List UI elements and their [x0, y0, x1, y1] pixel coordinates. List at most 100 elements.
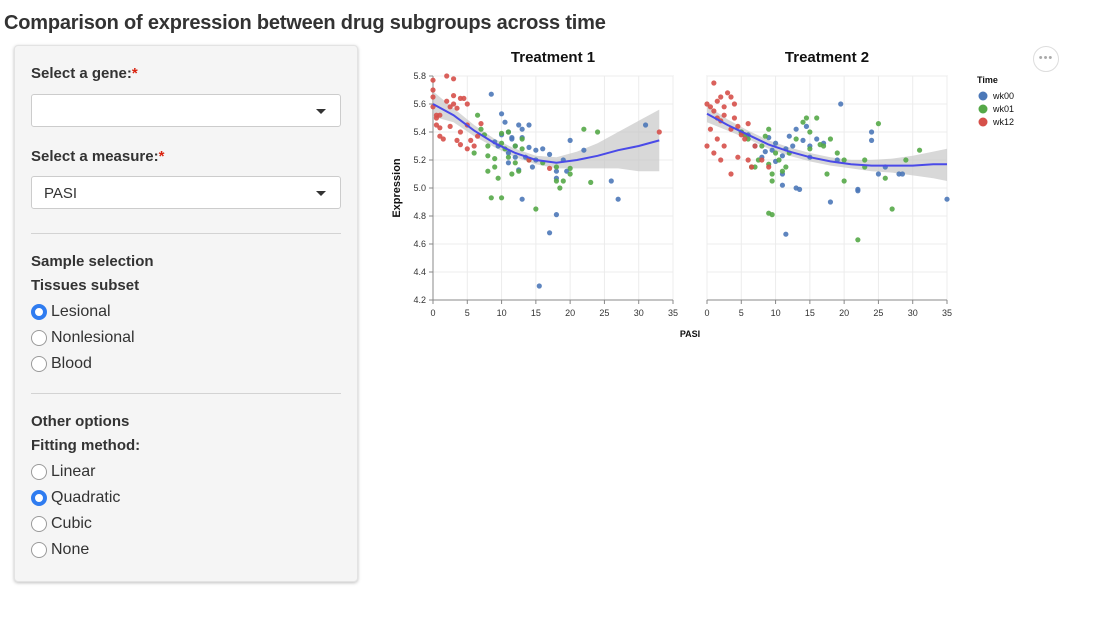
data-point-wk12	[714, 98, 720, 104]
data-point-wk12	[454, 105, 460, 111]
legend-swatch-wk12	[978, 117, 988, 127]
data-point-wk12	[457, 142, 464, 148]
x-tick-label: 15	[531, 308, 541, 318]
data-point-wk00	[526, 122, 532, 128]
data-point-wk12	[735, 154, 741, 160]
data-point-wk00	[505, 160, 512, 166]
data-point-wk12	[742, 136, 748, 142]
data-point-wk00	[762, 149, 768, 155]
radio-label: Linear	[51, 463, 96, 480]
data-point-wk00	[546, 230, 553, 236]
panel-title: Treatment 1	[511, 49, 595, 66]
data-point-wk12	[464, 101, 470, 107]
data-point-wk12	[721, 104, 727, 110]
data-point-wk01	[516, 168, 522, 174]
data-point-wk00	[529, 164, 536, 170]
data-point-wk12	[721, 143, 727, 149]
data-point-wk01	[498, 195, 505, 201]
radio-button[interactable]	[31, 464, 47, 480]
radio-button[interactable]	[31, 304, 47, 320]
data-point-wk12	[478, 121, 484, 127]
radio-button[interactable]	[31, 356, 47, 372]
data-point-wk12	[731, 115, 738, 121]
data-point-wk00	[772, 140, 779, 146]
data-point-wk12	[468, 137, 474, 143]
data-point-wk01	[485, 153, 491, 159]
data-point-wk01	[512, 143, 518, 149]
gene-select[interactable]	[31, 94, 341, 127]
data-point-wk01	[519, 146, 525, 152]
data-point-wk01	[533, 206, 539, 212]
data-point-wk12	[766, 164, 772, 170]
data-point-wk00	[509, 136, 515, 142]
data-point-wk00	[779, 182, 786, 188]
chart-panel-1: 0 5 10 15 20 25 30 35 4.2 4.4 4.6 4.8 5.0 5.2 5.4 5.6 5.…	[413, 49, 678, 318]
data-point-wk00	[567, 137, 573, 143]
data-point-wk00	[536, 283, 542, 289]
measure-select[interactable]: PASI	[31, 176, 341, 209]
data-point-wk12	[450, 93, 457, 99]
data-point-wk00	[608, 178, 614, 184]
x-tick-label: 10	[497, 308, 507, 318]
data-point-wk01	[478, 126, 484, 132]
radio-button[interactable]	[31, 542, 47, 558]
data-point-wk00	[944, 196, 950, 202]
data-point-wk01	[807, 129, 813, 135]
data-point-wk12	[437, 125, 443, 131]
data-point-wk01	[769, 212, 775, 218]
data-point-wk01	[841, 178, 847, 184]
radio-label: Blood	[51, 355, 92, 372]
data-point-wk01	[759, 143, 765, 149]
other-section-heading: Other options	[31, 413, 130, 430]
data-point-wk12	[711, 108, 717, 114]
data-point-wk01	[505, 154, 512, 160]
scatter-chart: 0 5 10 15 20 25 30 35 4.2 4.4 4.6 4.8 5.0 5.2 5.4 5.6 5.…	[391, 49, 1014, 339]
radio-label: Cubic	[51, 515, 92, 532]
y-tick-label: 5.6	[413, 99, 426, 109]
x-tick-label: 5	[465, 308, 470, 318]
y-tick-label: 4.6	[413, 239, 426, 249]
legend-label-wk01: wk01	[992, 104, 1014, 114]
data-point-wk00	[827, 199, 834, 205]
radio-button[interactable]	[31, 330, 47, 346]
data-point-wk01	[769, 178, 775, 184]
required-marker: *	[131, 65, 138, 82]
data-point-wk01	[553, 178, 560, 184]
more-options-button[interactable]: •••	[1033, 46, 1059, 72]
data-point-wk01	[588, 179, 594, 185]
data-point-wk01	[594, 129, 601, 135]
data-point-wk00	[800, 137, 806, 143]
y-tick-label: 5.8	[413, 71, 426, 81]
data-point-wk01	[803, 115, 810, 121]
data-point-wk00	[803, 123, 810, 129]
confidence-band	[707, 105, 947, 181]
legend-title: Time	[977, 75, 998, 85]
data-point-wk12	[718, 94, 724, 100]
data-point-wk01	[769, 171, 775, 177]
data-point-wk12	[437, 133, 443, 139]
data-point-wk01	[827, 136, 834, 142]
data-point-wk12	[724, 90, 731, 96]
data-point-wk12	[728, 94, 734, 100]
data-point-wk00	[838, 101, 844, 107]
x-tick-label: 30	[908, 308, 918, 318]
data-point-wk00	[540, 146, 546, 152]
data-point-wk00	[875, 171, 882, 177]
data-point-wk00	[796, 186, 803, 192]
data-point-wk12	[440, 136, 446, 142]
data-point-wk01	[485, 143, 491, 149]
data-point-wk12	[433, 122, 440, 128]
data-point-wk01	[471, 150, 477, 156]
legend-swatch-wk01	[978, 104, 988, 114]
data-point-wk12	[546, 165, 553, 171]
data-point-wk01	[498, 140, 505, 146]
data-point-wk12	[707, 126, 714, 132]
data-point-wk00	[642, 122, 649, 128]
radio-button[interactable]	[31, 490, 47, 506]
data-point-wk00	[533, 147, 539, 153]
x-tick-label: 10	[771, 308, 781, 318]
data-point-wk01	[488, 195, 494, 201]
data-point-wk00	[512, 154, 518, 160]
radio-button[interactable]	[31, 516, 47, 532]
data-point-wk01	[855, 237, 861, 243]
